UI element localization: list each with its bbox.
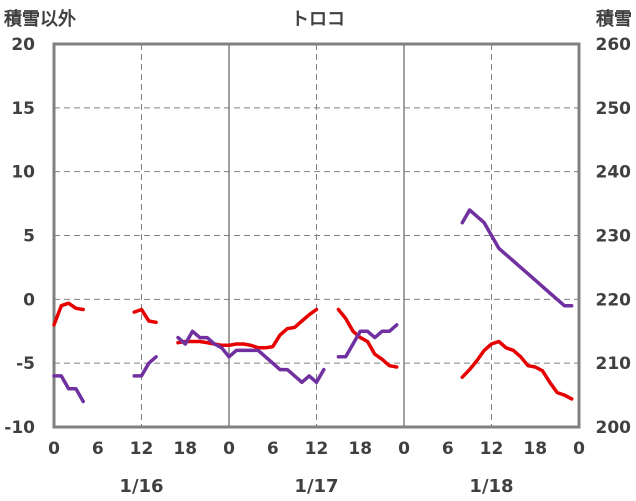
axis-labels: 20 15 10 5 0 -5 -10 260 250 240 230 220 210 200 0 6 12 18… (4, 35, 631, 497)
x-tick-label: 12 (130, 439, 154, 459)
series-line-0 (460, 339, 574, 401)
x-tick-label: 12 (305, 439, 329, 459)
date-label: 1/16 (119, 476, 163, 497)
series-layer (52, 208, 574, 404)
x-tick-label: 6 (92, 439, 104, 459)
y-left-tick-label: 0 (23, 290, 35, 310)
y-left-label: 積雪以外 (3, 8, 76, 30)
y-left-tick-label: 5 (23, 227, 35, 247)
y-right-tick-label: 210 (596, 354, 632, 374)
series-line-1 (176, 329, 326, 385)
x-tick-label: 0 (48, 439, 60, 459)
y-right-tick-label: 250 (596, 99, 632, 119)
series-line-0 (52, 301, 85, 327)
y-right-tick-label: 260 (596, 35, 632, 55)
x-tick-label: 6 (267, 439, 279, 459)
x-tick-label: 0 (398, 439, 410, 459)
y-left-tick-label: 10 (11, 163, 35, 183)
series-line-1 (52, 374, 85, 404)
series-line-2 (460, 208, 574, 308)
x-tick-label: 0 (573, 439, 585, 459)
y-right-tick-label: 200 (596, 418, 632, 438)
y-right-label: 積雪 (595, 8, 632, 30)
plot-frame (52, 42, 581, 429)
series-line-0 (336, 307, 399, 369)
y-left-tick-label: -10 (4, 418, 35, 438)
series-line-1 (336, 323, 399, 359)
y-left-tick-label: 20 (11, 35, 35, 55)
x-tick-label: 6 (442, 439, 454, 459)
date-label: 1/17 (294, 476, 338, 497)
date-label: 1/18 (469, 476, 513, 497)
grid (54, 44, 579, 427)
y-right-tick-label: 230 (596, 227, 632, 247)
x-tick-label: 18 (523, 439, 547, 459)
x-tick-label: 18 (173, 439, 197, 459)
x-tick-label: 0 (223, 439, 235, 459)
y-right-tick-label: 220 (596, 290, 632, 310)
series-line-0 (132, 307, 158, 325)
x-tick-label: 12 (480, 439, 504, 459)
series-line-1 (132, 355, 158, 378)
x-tick-label: 18 (348, 439, 372, 459)
series-line-0 (176, 307, 319, 350)
y-right-tick-label: 240 (596, 163, 632, 183)
chart-title: トロコ (291, 9, 345, 30)
y-left-tick-label: -5 (16, 354, 35, 374)
y-left-tick-label: 15 (11, 99, 35, 119)
